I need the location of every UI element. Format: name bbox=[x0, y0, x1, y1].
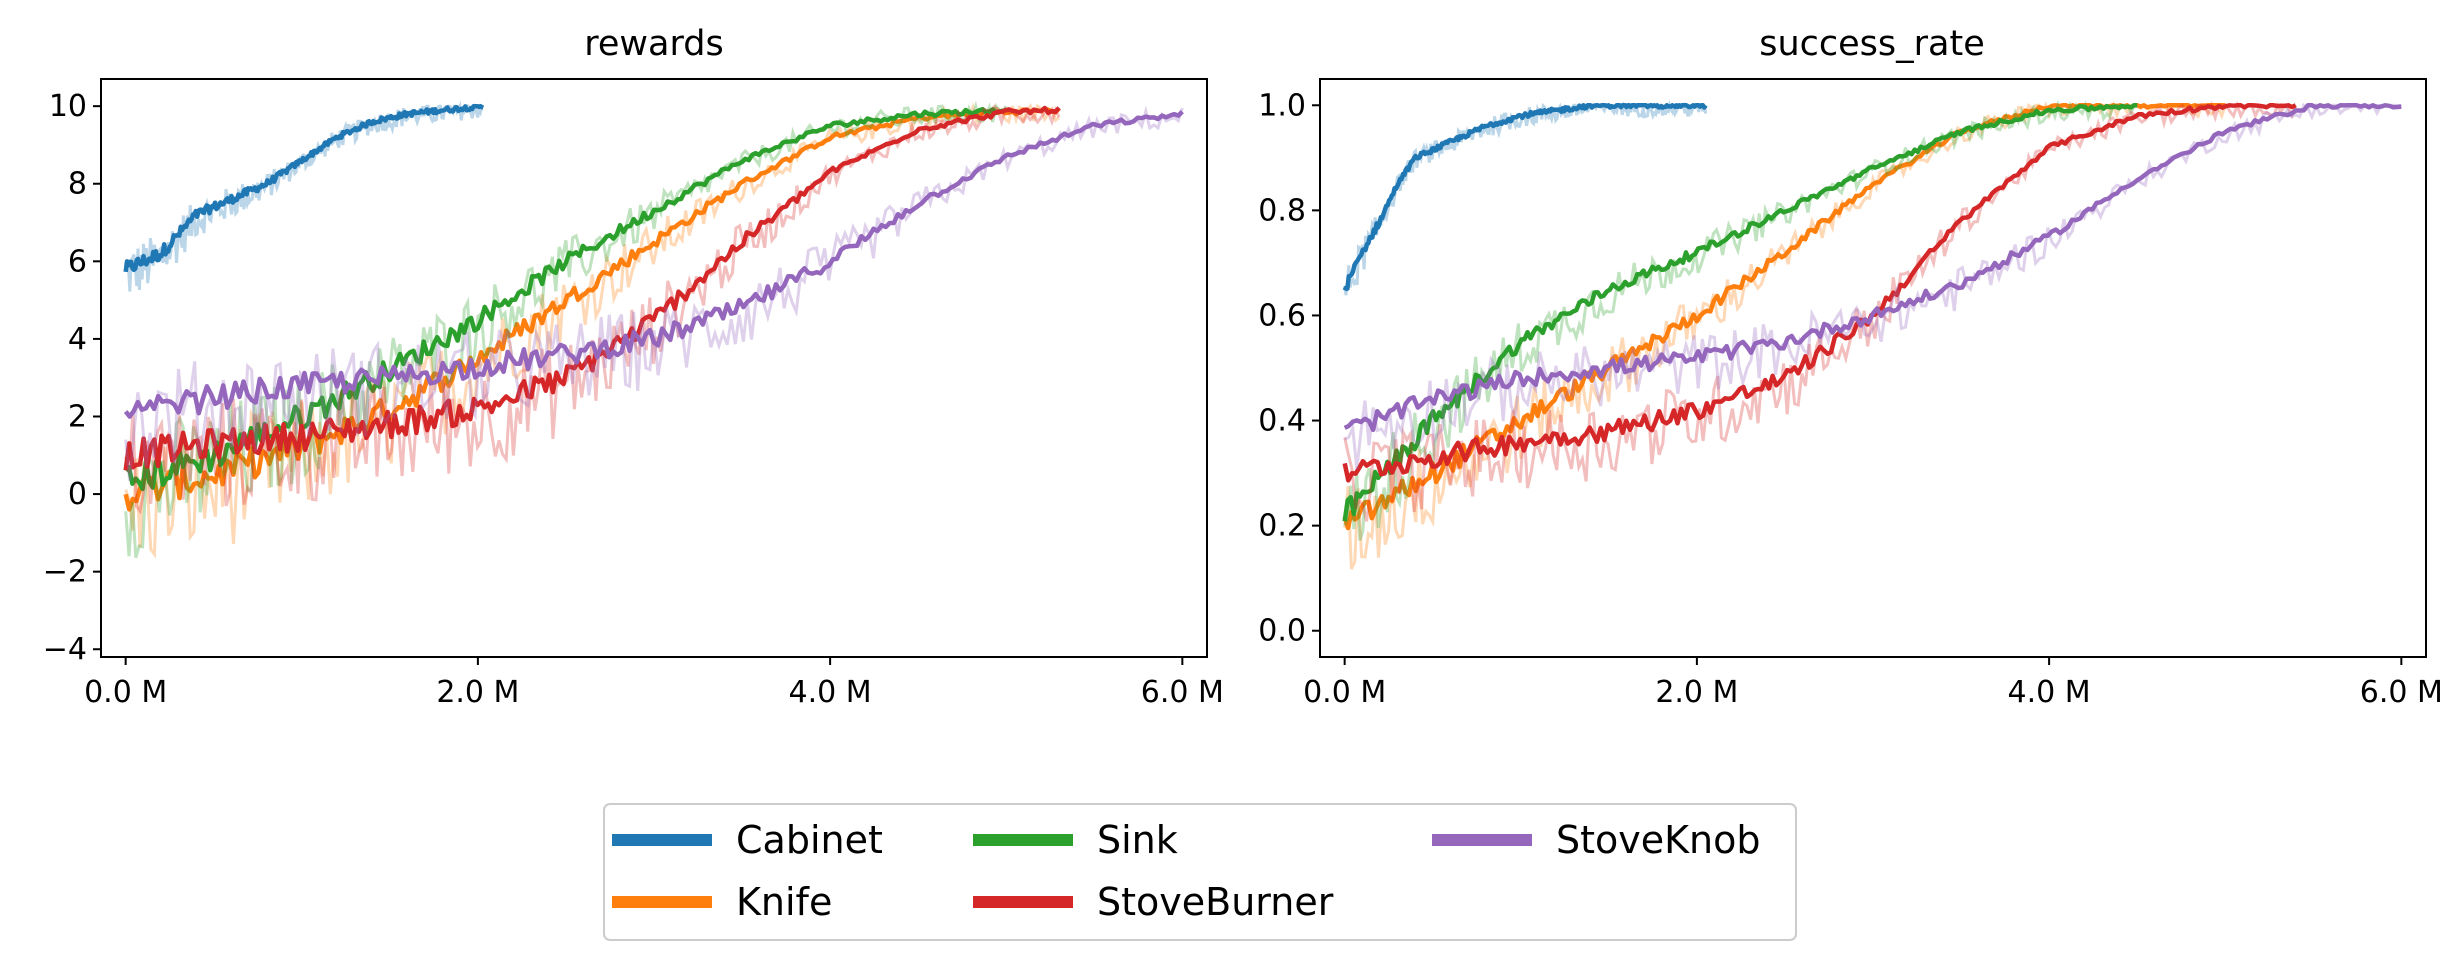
x-tick-label: 4.0 M bbox=[789, 675, 872, 710]
legend-item-stoveburner: StoveBurner bbox=[973, 880, 1334, 924]
rewards-y-axis: −4 −2 0 2 4 6 8 10 bbox=[43, 89, 101, 667]
x-tick-label: 4.0 M bbox=[2008, 675, 2091, 710]
legend-label-knife: Knife bbox=[736, 880, 832, 924]
y-tick-label: 0.6 bbox=[1258, 298, 1306, 333]
success-rate-x-axis: 0.0 M 2.0 M 4.0 M 6.0 M bbox=[1303, 657, 2443, 710]
success-rate-series-stoveburner bbox=[1342, 103, 2297, 483]
rewards-axes-frame bbox=[100, 78, 1208, 658]
legend: Cabinet Knife Sink StoveBurner StoveKnob bbox=[603, 803, 1797, 941]
x-tick-label: 2.0 M bbox=[436, 675, 519, 710]
y-tick-label: −4 bbox=[43, 632, 87, 667]
success-rate-series-stoveknob bbox=[1343, 103, 2402, 433]
success-rate-y-axis: 0.0 0.2 0.4 0.6 0.8 1.0 bbox=[1258, 88, 1320, 649]
rewards-series-stoveknob bbox=[123, 110, 1184, 419]
rewards-title: rewards bbox=[584, 24, 723, 64]
y-tick-label: −2 bbox=[43, 555, 87, 590]
x-tick-label: 6.0 M bbox=[2360, 675, 2443, 710]
x-tick-label: 0.0 M bbox=[84, 675, 167, 710]
x-tick-label: 0.0 M bbox=[1303, 675, 1386, 710]
y-tick-label: 1.0 bbox=[1258, 88, 1306, 123]
success-rate-series-cabinet bbox=[1342, 103, 1708, 292]
legend-item-stoveknob: StoveKnob bbox=[1432, 818, 1761, 862]
success-rate-series-stoveknob-raw bbox=[1343, 102, 2402, 470]
y-tick-label: 8 bbox=[68, 167, 87, 202]
x-tick-label: 6.0 M bbox=[1141, 675, 1224, 710]
y-tick-label: 0.0 bbox=[1258, 614, 1306, 649]
success-rate-series-sink bbox=[1342, 103, 2138, 522]
y-tick-label: 0.2 bbox=[1258, 509, 1306, 544]
rewards-plot-area bbox=[123, 100, 1184, 559]
y-tick-label: 0.4 bbox=[1258, 404, 1306, 439]
rewards-series-knife bbox=[123, 106, 1061, 512]
x-tick-label: 2.0 M bbox=[1655, 675, 1738, 710]
y-tick-label: 4 bbox=[68, 322, 87, 357]
y-tick-label: 0.8 bbox=[1258, 193, 1306, 228]
legend-label-stoveburner: StoveBurner bbox=[1097, 880, 1334, 924]
legend-label-sink: Sink bbox=[1097, 818, 1178, 862]
legend-label-stoveknob: StoveKnob bbox=[1556, 818, 1761, 862]
y-tick-label: 6 bbox=[68, 244, 87, 279]
success-rate-plot-area bbox=[1342, 99, 2402, 570]
success-rate-axes-frame bbox=[1319, 78, 2427, 658]
rewards-series-stoveburner bbox=[123, 105, 1061, 471]
y-tick-label: 2 bbox=[68, 399, 87, 434]
legend-label-cabinet: Cabinet bbox=[736, 818, 883, 862]
y-tick-label: 10 bbox=[49, 89, 87, 124]
rewards-panel: rewards −4 −2 0 2 4 6 8 10 0.0 M 2.0 M 4.0 M 6.0 M bbox=[43, 24, 1224, 710]
success-rate-title: success_rate bbox=[1759, 24, 1985, 64]
legend-item-cabinet: Cabinet bbox=[612, 818, 883, 862]
legend-item-sink: Sink bbox=[973, 818, 1178, 862]
rewards-series-cabinet bbox=[123, 103, 485, 273]
y-tick-label: 0 bbox=[68, 477, 87, 512]
success-rate-panel: success_rate 0.0 0.2 0.4 0.6 0.8 1.0 0.0 M 2.0… bbox=[1258, 24, 2443, 710]
legend-item-knife: Knife bbox=[612, 880, 832, 924]
rewards-x-axis: 0.0 M 2.0 M 4.0 M 6.0 M bbox=[84, 657, 1224, 710]
